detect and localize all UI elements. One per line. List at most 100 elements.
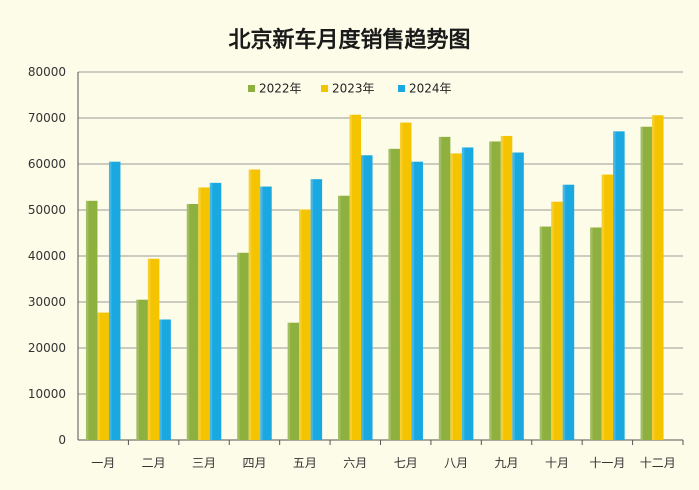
- bar-2024年-一月: [108, 161, 121, 440]
- chart-title: 北京新车月度销售趋势图: [228, 28, 471, 53]
- gridlines: [78, 71, 683, 395]
- bar-highlight: [299, 209, 302, 440]
- bar-2024年-八月: [461, 147, 474, 440]
- bar-highlight: [186, 204, 190, 440]
- bar-2024年-二月: [159, 319, 171, 440]
- bar-2023年-十月: [551, 201, 563, 440]
- y-tick-label: 70000: [28, 111, 66, 125]
- bar-highlight: [338, 195, 341, 440]
- bar-highlight: [450, 153, 453, 441]
- bar-highlight: [551, 201, 554, 440]
- bar-2023年-二月: [147, 258, 160, 440]
- bar-highlight: [539, 226, 543, 440]
- bar-2024年-十一月: [613, 131, 625, 440]
- bar-2024年-七月: [411, 161, 423, 440]
- bar-2023年-三月: [198, 187, 210, 440]
- legend-swatch-2024年: [398, 85, 405, 92]
- bar-2024年-四月: [260, 186, 272, 440]
- legend-label: 2022年: [259, 82, 302, 96]
- bar-highlight: [562, 184, 566, 440]
- bar-2022年-六月: [338, 195, 350, 440]
- bar-highlight: [500, 135, 504, 440]
- bar-2023年-四月: [248, 169, 261, 440]
- legend: 2022年 2023年 2024年: [248, 82, 452, 96]
- bar-highlight: [147, 258, 151, 440]
- bar-highlight: [97, 312, 100, 440]
- bar-highlight: [438, 136, 442, 441]
- bar-highlight: [349, 114, 353, 440]
- y-tick-label: 40000: [28, 249, 66, 263]
- bar-2023年-五月: [299, 209, 311, 440]
- bar-highlight: [85, 200, 89, 440]
- y-tick-label: 20000: [28, 341, 66, 355]
- bar-highlight: [388, 148, 391, 440]
- y-tick-label: 60000: [28, 157, 66, 171]
- bar-highlight: [248, 169, 252, 440]
- x-tick-label: 十月: [545, 456, 569, 470]
- bar-2023年-八月: [450, 153, 462, 441]
- x-tick-label: 二月: [142, 456, 166, 470]
- bar-2022年-十一月: [590, 227, 602, 440]
- bar-2022年-八月: [438, 136, 451, 441]
- legend-label: 2023年: [332, 82, 375, 96]
- x-tick-label: 三月: [192, 456, 216, 470]
- y-tick-label: 50000: [28, 203, 66, 217]
- x-tick-label: 七月: [394, 456, 418, 470]
- legend-swatch-2022年: [248, 85, 255, 92]
- bar-highlight: [640, 126, 644, 441]
- bar-2022年-七月: [388, 148, 400, 440]
- x-tick-label: 五月: [293, 456, 317, 470]
- bar-highlight: [361, 155, 364, 440]
- bar-2023年-九月: [500, 135, 513, 440]
- x-tick-label: 一月: [91, 456, 115, 470]
- bar-highlight: [613, 131, 616, 440]
- bar-highlight: [489, 141, 492, 440]
- x-tick-label: 十一月: [589, 456, 625, 470]
- bar-2023年-一月: [97, 312, 109, 440]
- bar-highlight: [198, 187, 201, 440]
- bar-highlight: [590, 227, 593, 440]
- bar-2022年-十月: [539, 226, 552, 440]
- bar-2022年-二月: [136, 299, 148, 440]
- bar-highlight: [108, 161, 112, 440]
- bar-2022年-十二月: [640, 126, 653, 441]
- bar-highlight: [652, 115, 655, 441]
- bar-2022年-四月: [237, 252, 249, 440]
- bar-2023年-十一月: [601, 174, 614, 440]
- y-tick-label: 30000: [28, 295, 66, 309]
- bar-2024年-十月: [562, 184, 575, 440]
- bar-highlight: [399, 122, 403, 440]
- x-tick-label: 十二月: [640, 456, 676, 470]
- bar-2022年-五月: [287, 322, 300, 440]
- bar-2024年-九月: [512, 152, 524, 440]
- x-tick-label: 六月: [343, 456, 367, 470]
- bar-highlight: [159, 319, 162, 440]
- bar-2024年-三月: [209, 182, 222, 441]
- x-tick-label: 八月: [444, 456, 468, 470]
- x-tick-label: 九月: [495, 456, 519, 470]
- bars: [85, 114, 664, 441]
- bar-highlight: [136, 299, 139, 440]
- bar-2024年-五月: [310, 179, 323, 440]
- bar-highlight: [237, 252, 240, 440]
- bar-highlight: [209, 182, 213, 441]
- bar-2023年-七月: [399, 122, 412, 440]
- y-tick-label: 10000: [28, 387, 66, 401]
- bar-highlight: [287, 322, 291, 440]
- bar-highlight: [512, 152, 515, 440]
- bar-2022年-九月: [489, 141, 501, 440]
- bar-2022年-一月: [85, 200, 98, 440]
- bar-highlight: [461, 147, 465, 440]
- bar-highlight: [310, 179, 314, 440]
- legend-label: 2024年: [409, 82, 452, 96]
- bar-highlight: [601, 174, 605, 440]
- bar-2023年-六月: [349, 114, 362, 440]
- legend-swatch-2023年: [321, 85, 328, 92]
- bar-2023年-十二月: [652, 115, 664, 441]
- bar-2022年-三月: [186, 204, 199, 440]
- y-tick-label: 80000: [28, 65, 66, 79]
- bar-2024年-六月: [361, 155, 373, 440]
- y-tick-label: 0: [58, 433, 66, 447]
